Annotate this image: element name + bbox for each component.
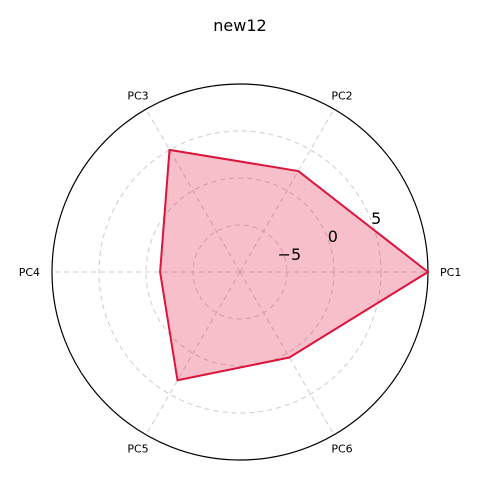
axis-label-pc3: PC3: [127, 89, 148, 102]
r-tick-label: −5: [278, 245, 302, 264]
axis-label-pc4: PC4: [19, 266, 40, 279]
axis-label-pc5: PC5: [127, 443, 148, 456]
chart-title: new12: [213, 16, 266, 35]
grid-ring: [145, 177, 335, 367]
spoke-pc5: [145, 271, 241, 436]
spoke-pc2: [239, 108, 335, 273]
r-tick-label: 0: [328, 227, 338, 246]
axis-label-pc2: PC2: [331, 89, 352, 102]
grid-ring: [192, 224, 288, 320]
series-layer: [159, 148, 429, 382]
label-layer: PC1 PC2 PC3 PC4 PC5 PC6 −5 0 5: [19, 89, 462, 455]
grid-ring: [98, 130, 382, 414]
series-line: [159, 148, 429, 382]
spoke-pc6: [239, 271, 335, 436]
series-area: [160, 149, 428, 381]
axis-label-pc6: PC6: [331, 443, 352, 456]
r-tick-label: 5: [371, 209, 381, 228]
spoke-pc3: [145, 108, 241, 273]
axis-label-pc1: PC1: [440, 266, 461, 279]
